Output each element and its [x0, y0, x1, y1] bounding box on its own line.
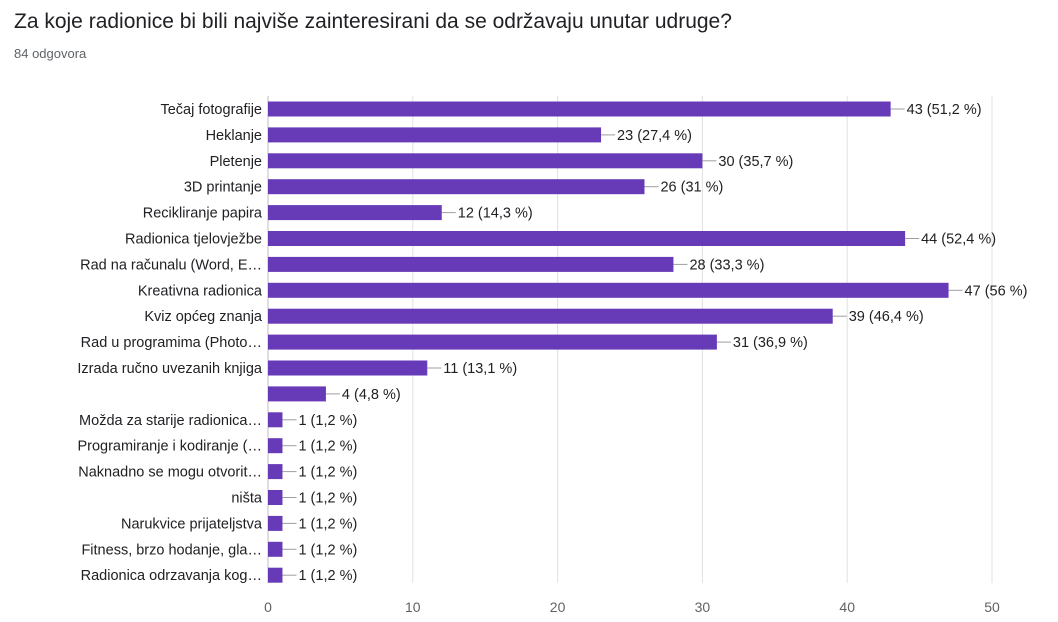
- category-label: Radionica tjelovježbe: [125, 232, 262, 248]
- response-count: 84 odgovora: [14, 46, 87, 61]
- bar: [268, 205, 442, 221]
- category-label: Izrada ručno uvezanih knjiga: [77, 361, 263, 377]
- bar: [268, 541, 283, 557]
- bar: [268, 282, 949, 298]
- value-label: 43 (51,2 %): [907, 102, 982, 118]
- x-tick-label: 40: [839, 599, 855, 615]
- value-label: 1 (1,2 %): [298, 491, 357, 507]
- value-label: 1 (1,2 %): [298, 439, 357, 455]
- category-label: 3D printanje: [184, 180, 262, 196]
- value-label: 39 (46,4 %): [849, 309, 924, 325]
- category-label: Radionica odrzavanja kog…: [81, 568, 262, 584]
- category-label: Programiranje i kodiranje (…: [77, 439, 262, 455]
- category-label: Narukvice prijateljstva: [121, 516, 263, 532]
- category-label: Rad na računalu (Word, E…: [80, 257, 262, 273]
- bar: [268, 334, 717, 350]
- category-label: ništa: [231, 491, 263, 507]
- bar: [268, 386, 326, 402]
- x-tick-label: 10: [405, 599, 421, 615]
- bar: [268, 101, 891, 117]
- question-title: Za koje radionice bi bili najviše zainte…: [14, 10, 732, 33]
- category-label: Kreativna radionica: [138, 283, 263, 299]
- x-tick-label: 30: [695, 599, 711, 615]
- bar: [268, 231, 906, 246]
- bar: [268, 567, 283, 583]
- value-label: 44 (52,4 %): [921, 232, 996, 248]
- value-label: 30 (35,7 %): [718, 154, 793, 170]
- category-label: Fitness, brzo hodanje, gla…: [81, 542, 262, 558]
- bar: [268, 153, 703, 169]
- value-label: 1 (1,2 %): [298, 413, 357, 429]
- value-label: 1 (1,2 %): [298, 568, 357, 584]
- category-label: Rad u programima (Photo…: [81, 335, 262, 351]
- x-tick-label: 50: [984, 599, 1000, 615]
- value-label: 1 (1,2 %): [298, 465, 357, 481]
- value-label: 1 (1,2 %): [298, 542, 357, 558]
- bar: [268, 127, 602, 143]
- x-tick-label: 0: [264, 599, 272, 615]
- category-label: Naknadno se mogu otvorit…: [78, 465, 262, 481]
- bar: [268, 179, 645, 195]
- value-label: 26 (31 %): [660, 180, 723, 196]
- bar: [268, 412, 283, 428]
- bar: [268, 515, 283, 531]
- bar: [268, 256, 674, 272]
- x-tick-label: 20: [550, 599, 566, 615]
- category-label: Kviz općeg znanja: [144, 309, 263, 325]
- category-label: Recikliranje papira: [143, 206, 263, 222]
- value-label: 1 (1,2 %): [298, 516, 357, 532]
- category-label: Pletenje: [210, 154, 262, 170]
- value-label: 12 (14,3 %): [458, 206, 533, 222]
- value-label: 23 (27,4 %): [617, 128, 692, 144]
- category-label: Heklanje: [206, 128, 262, 144]
- value-label: 31 (36,9 %): [733, 335, 808, 351]
- category-label: Tečaj fotografije: [160, 102, 262, 118]
- bar: [268, 308, 833, 324]
- value-label: 28 (33,3 %): [689, 257, 764, 273]
- bar: [268, 438, 283, 454]
- bar: [268, 464, 283, 480]
- bar: [268, 490, 283, 505]
- value-label: 47 (56 %): [965, 283, 1028, 299]
- value-label: 4 (4,8 %): [342, 387, 401, 403]
- value-label: 11 (13,1 %): [443, 361, 517, 377]
- category-label: Možda za starije radionica…: [79, 413, 262, 429]
- bar: [268, 360, 428, 376]
